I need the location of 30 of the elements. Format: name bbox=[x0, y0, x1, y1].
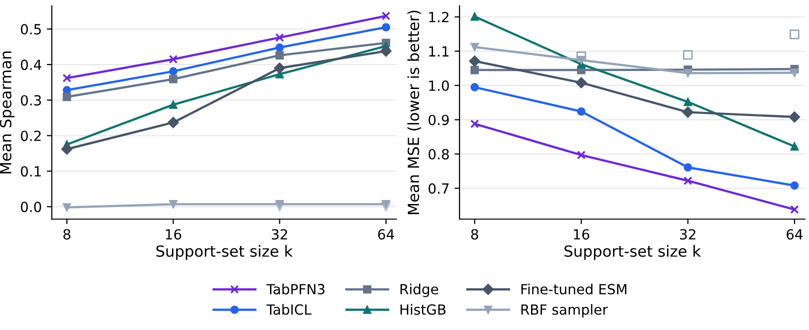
x-tick-label: 16 bbox=[574, 229, 590, 240]
legend-label: Fine-tuned ESM bbox=[521, 284, 626, 294]
x-tick-label: 64 bbox=[378, 229, 394, 240]
legend-label: TabPFN3 bbox=[266, 284, 324, 294]
y-tick-label: 1.1 bbox=[429, 46, 449, 56]
x-tick-label: 64 bbox=[786, 229, 803, 240]
x-axis-title: Support-set size k bbox=[564, 245, 701, 260]
y-tick-label: 0.8 bbox=[428, 148, 449, 160]
y-tick-label: 1.0 bbox=[429, 80, 449, 91]
legend-label: TabICL bbox=[266, 304, 312, 315]
x-tick-label: 16 bbox=[166, 229, 182, 240]
x-tick-label: 32 bbox=[272, 229, 288, 240]
legend-label: HistGB bbox=[400, 304, 446, 315]
y-tick-label: 0.9 bbox=[428, 114, 449, 126]
y-axis-title: Mean MSE (lower is better) bbox=[407, 10, 421, 214]
y-tick-label: 1.2 bbox=[429, 12, 448, 22]
x-tick-label: 32 bbox=[680, 229, 696, 240]
y-tick-label: 0.2 bbox=[20, 130, 41, 142]
y-tick-label: 0.0 bbox=[20, 202, 42, 212]
legend-label: Ridge bbox=[400, 284, 438, 298]
y-tick-label: 0.4 bbox=[20, 60, 42, 70]
y-tick-label: 0.1 bbox=[20, 166, 41, 177]
y-axis-title: Mean Spearman bbox=[0, 52, 14, 174]
y-tick-label: 0.3 bbox=[20, 95, 41, 106]
x-tick-label: 8 bbox=[63, 229, 70, 240]
y-tick-label: 0.7 bbox=[428, 183, 449, 194]
y-tick-label: 0.5 bbox=[20, 24, 41, 35]
x-axis-title: Support-set size k bbox=[156, 245, 293, 260]
x-tick-label: 8 bbox=[471, 229, 478, 240]
legend-label: RBF sampler bbox=[521, 304, 608, 318]
